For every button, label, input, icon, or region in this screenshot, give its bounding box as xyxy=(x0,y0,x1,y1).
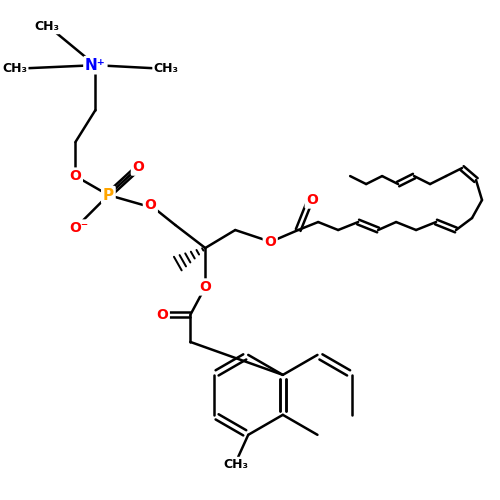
Text: CH₃: CH₃ xyxy=(2,62,27,74)
Text: P: P xyxy=(103,188,114,202)
Text: CH₃: CH₃ xyxy=(224,458,248,471)
Text: O: O xyxy=(156,308,168,322)
Text: CH₃: CH₃ xyxy=(154,62,179,74)
Text: O: O xyxy=(132,160,144,174)
Text: O: O xyxy=(306,193,318,207)
Text: O: O xyxy=(144,198,156,212)
Text: O: O xyxy=(70,169,82,183)
Text: CH₃: CH₃ xyxy=(34,20,59,32)
Text: O⁻: O⁻ xyxy=(69,221,88,235)
Text: O: O xyxy=(264,235,276,249)
Text: O: O xyxy=(200,280,211,294)
Text: N⁺: N⁺ xyxy=(85,58,106,72)
